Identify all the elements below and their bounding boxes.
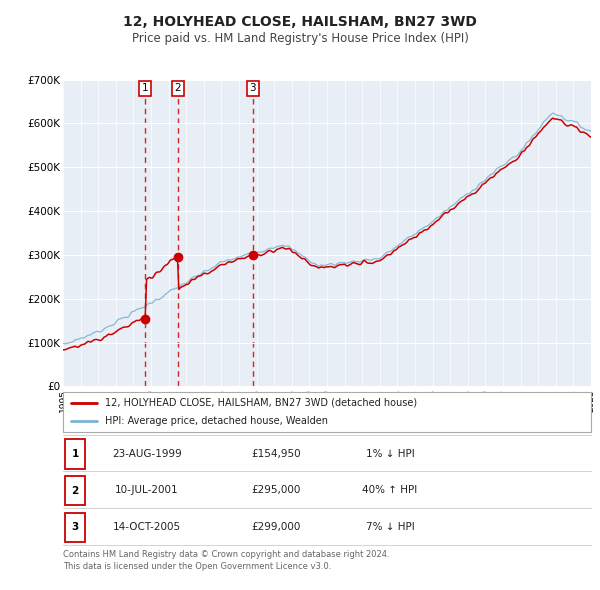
Text: Contains HM Land Registry data © Crown copyright and database right 2024.: Contains HM Land Registry data © Crown c…: [63, 550, 389, 559]
Text: 23-AUG-1999: 23-AUG-1999: [112, 449, 182, 458]
Text: £299,000: £299,000: [251, 522, 301, 532]
Text: 2: 2: [71, 486, 79, 496]
FancyBboxPatch shape: [65, 476, 85, 505]
Text: 1% ↓ HPI: 1% ↓ HPI: [365, 449, 415, 458]
Text: HPI: Average price, detached house, Wealden: HPI: Average price, detached house, Weal…: [105, 416, 328, 426]
Text: Price paid vs. HM Land Registry's House Price Index (HPI): Price paid vs. HM Land Registry's House …: [131, 32, 469, 45]
Text: 1: 1: [142, 83, 148, 93]
Text: £295,000: £295,000: [251, 486, 301, 495]
Text: 12, HOLYHEAD CLOSE, HAILSHAM, BN27 3WD (detached house): 12, HOLYHEAD CLOSE, HAILSHAM, BN27 3WD (…: [105, 398, 418, 408]
FancyBboxPatch shape: [65, 513, 85, 542]
Text: 7% ↓ HPI: 7% ↓ HPI: [365, 522, 415, 532]
Text: 2: 2: [175, 83, 181, 93]
Text: 1: 1: [71, 449, 79, 459]
Text: 10-JUL-2001: 10-JUL-2001: [115, 486, 179, 495]
Text: 14-OCT-2005: 14-OCT-2005: [113, 522, 181, 532]
Text: 3: 3: [250, 83, 256, 93]
Text: 40% ↑ HPI: 40% ↑ HPI: [362, 486, 418, 495]
Text: 12, HOLYHEAD CLOSE, HAILSHAM, BN27 3WD: 12, HOLYHEAD CLOSE, HAILSHAM, BN27 3WD: [123, 15, 477, 29]
FancyBboxPatch shape: [65, 440, 85, 468]
Text: This data is licensed under the Open Government Licence v3.0.: This data is licensed under the Open Gov…: [63, 562, 331, 571]
Text: 3: 3: [71, 522, 79, 532]
Text: £154,950: £154,950: [251, 449, 301, 458]
